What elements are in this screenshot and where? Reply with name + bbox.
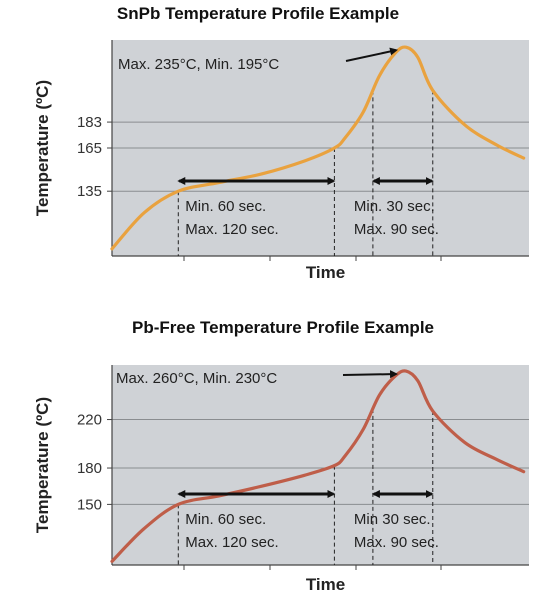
span-label-line1: Min. 60 sec. xyxy=(185,198,266,215)
peak-arrow xyxy=(342,370,399,379)
span-label-line2: Max. 120 sec. xyxy=(185,221,278,238)
snpb-profile-chart: SnPb Temperature Profile Example 135 165 18… xyxy=(33,4,529,282)
pbfree-profile-chart: Pb-Free Temperature Profile Example 150 18… xyxy=(0,300,550,600)
span-label-line1: Min. 60 sec. xyxy=(185,511,266,528)
chart-title: Pb-Free Temperature Profile Example xyxy=(132,318,434,337)
chart-title: SnPb Temperature Profile Example xyxy=(117,4,399,23)
y-tick-label: 220 xyxy=(77,412,102,429)
y-axis-title: Temperature (ºC) xyxy=(33,397,52,533)
span-label-line2: Max. 90 sec. xyxy=(354,534,439,551)
y-axis-title: Temperature (ºC) xyxy=(33,80,52,216)
peak-note: Max. 260°C, Min. 230°C xyxy=(116,370,277,387)
span-label-line2: Max. 120 sec. xyxy=(185,534,278,551)
x-axis-title: Time xyxy=(306,263,345,282)
y-tick-label: 165 xyxy=(77,140,102,157)
pbfree-chart-svg: Pb-Free Temperature Profile Example 150 18… xyxy=(33,318,529,594)
snpb-chart-svg: SnPb Temperature Profile Example 135 165 18… xyxy=(33,4,529,282)
y-tick-label: 135 xyxy=(77,183,102,200)
span-label-line1: Min 30 sec. xyxy=(354,511,431,528)
peak-arrow xyxy=(345,47,398,62)
y-tick-label: 150 xyxy=(77,496,102,513)
span-label-line2: Max. 90 sec. xyxy=(354,221,439,238)
plot-area xyxy=(112,365,529,565)
peak-note: Max. 235°C, Min. 195°C xyxy=(118,56,279,73)
y-tick-label: 180 xyxy=(77,460,102,477)
y-tick-label: 183 xyxy=(77,114,102,131)
x-axis-title: Time xyxy=(306,575,345,594)
span-label-line1: Min. 30 sec. xyxy=(354,198,435,215)
